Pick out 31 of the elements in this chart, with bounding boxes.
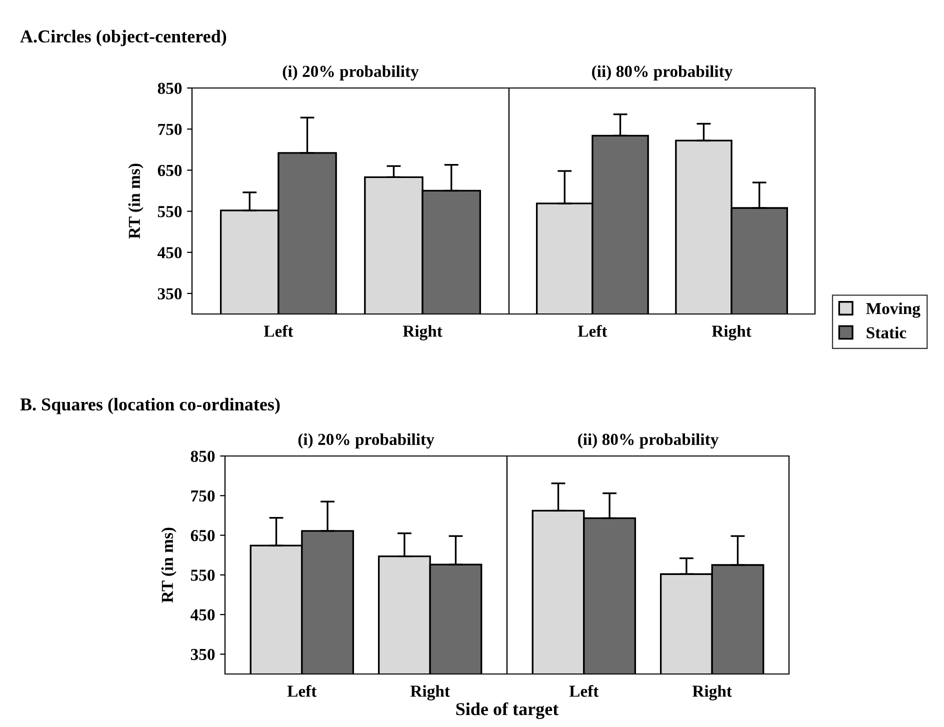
y-axis-title: RT (in ms) [161, 528, 176, 603]
y-tick-label: 850 [190, 450, 215, 462]
y-tick-label: 650 [190, 530, 215, 542]
x-tick-label: Right [692, 685, 732, 700]
x-tick-label: Left [264, 324, 294, 337]
x-tick-label: Left [287, 684, 317, 697]
y-tick-label: 750 [191, 490, 215, 502]
legend-label: Static [866, 326, 906, 338]
y-tick-label: 650 [158, 164, 182, 176]
x-tick-label: Left [569, 684, 599, 697]
chart-title: A.Circles (object-centered) [20, 30, 226, 46]
y-tick-label: 750 [158, 124, 182, 136]
chart-subtitle: (ii) 80% probability [578, 433, 719, 448]
y-tick-label: 450 [190, 609, 215, 620]
x-tick-label: Left [578, 324, 608, 337]
y-axis-title: RT (in ms) [128, 164, 144, 239]
x-tick-label: Right [410, 685, 450, 700]
y-tick-label: 550 [158, 206, 182, 218]
x-tick-label: Right [712, 325, 752, 340]
chart-title: B. Squares (location co-ordinates) [20, 398, 280, 414]
legend-label: Moving [866, 302, 920, 318]
chart-subtitle: (i) 20% probability [298, 433, 434, 448]
y-tick-label: 350 [158, 288, 182, 300]
y-tick-label: 350 [190, 648, 215, 660]
y-tick-label: 450 [158, 247, 182, 258]
chart-subtitle: (i) 20% probability [282, 65, 419, 80]
y-tick-label: 850 [158, 82, 182, 94]
y-tick-label: 550 [190, 570, 215, 581]
chart-subtitle: (ii) 80% probability [592, 65, 733, 80]
x-axis-title: Side of target [456, 702, 559, 720]
x-tick-label: Right [402, 325, 442, 340]
